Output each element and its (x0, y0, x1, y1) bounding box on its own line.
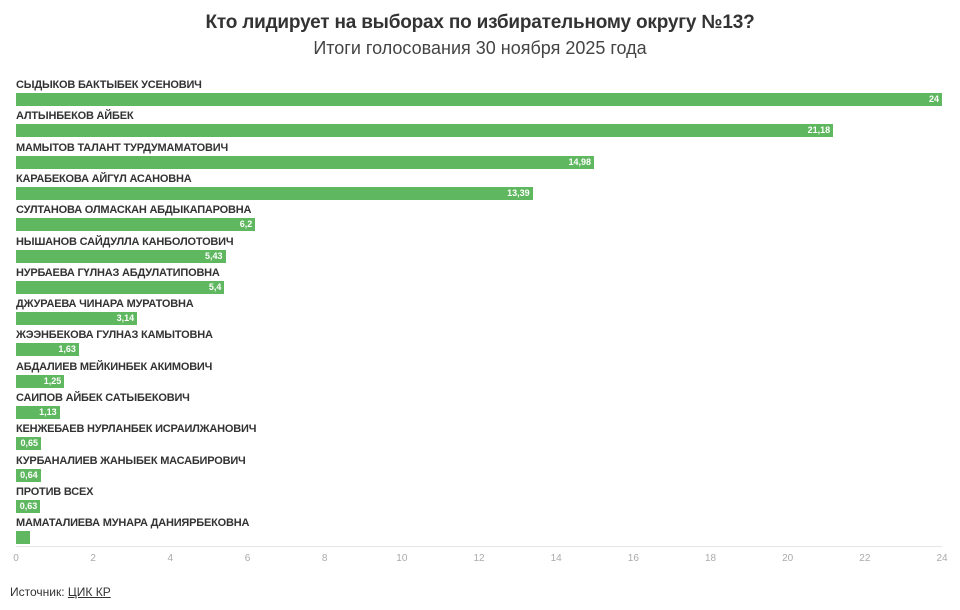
bar-plot-area: СЫДЫКОВ БАКТЫБЕК УСЕНОВИЧ 24 АЛТЫНБЕКОВ … (16, 78, 942, 546)
bar-row: СУЛТАНОВА ОЛМАСКАН АБДЫКАПАРОВНА 6,2 (16, 203, 942, 234)
candidate-label: КАРАБЕКОВА АЙГҮЛ АСАНОВНА (16, 172, 192, 185)
bar-value-label: 0,63 (19, 500, 38, 511)
bar[interactable]: 24 (16, 93, 942, 106)
bar[interactable]: 3,14 (16, 312, 138, 326)
bar-row: МАМАТАЛИЕВА МУНАРА ДАНИЯРБЕКОВНА (16, 516, 942, 547)
candidate-label: НЫШАНОВ САЙДУЛЛА КАНБОЛОТОВИЧ (16, 235, 234, 248)
candidate-label: МАМАТАЛИЕВА МУНАРА ДАНИЯРБЕКОВНА (16, 517, 250, 530)
bar-value-label: 6,2 (239, 219, 253, 230)
bar[interactable]: 6,2 (16, 218, 256, 232)
x-axis-line (16, 546, 942, 547)
x-tick-label: 10 (396, 553, 408, 564)
x-tick-label: 16 (627, 553, 639, 564)
candidate-label: ДЖУРАЕВА ЧИНАРА МУРАТОВНА (16, 298, 194, 311)
candidate-label: СУЛТАНОВА ОЛМАСКАН АБДЫКАПАРОВНА (16, 204, 252, 217)
bar-value-label: 5,43 (204, 250, 223, 261)
chart-title: Кто лидирует на выборах по избирательном… (205, 12, 755, 33)
bar-value-label: 1,63 (58, 344, 76, 355)
bar-value-label: 1,25 (43, 375, 62, 386)
bar[interactable] (16, 531, 30, 545)
bar-row: САИПОВ АЙБЕК САТЫБЕКОВИЧ 1,13 (16, 391, 942, 422)
candidate-label: КУРБАНАЛИЕВ ЖАНЫБЕК МАСАБИРОВИЧ (16, 454, 246, 467)
bar[interactable]: 0,63 (16, 499, 41, 513)
x-tick-label: 22 (859, 553, 871, 564)
bar-row: ПРОТИВ ВСЕХ 0,63 (16, 485, 942, 516)
bar[interactable]: 21,18 (16, 124, 834, 138)
bar-row: ДЖУРАЕВА ЧИНАРА МУРАТОВНА 3,14 (16, 297, 942, 328)
x-tick-label: 18 (704, 553, 717, 564)
bar-row: КЕНЖЕБАЕВ НУРЛАНБЕК ИСРАИЛЖАНОВИЧ 0,65 (16, 422, 942, 453)
bar[interactable]: 1,63 (16, 343, 79, 357)
x-tick-label: 20 (782, 553, 794, 564)
bar-value-label: 14,98 (568, 156, 591, 167)
candidate-label: САИПОВ АЙБЕК САТЫБЕКОВИЧ (16, 392, 190, 404)
bar-value-label: 1,13 (39, 407, 57, 417)
bar[interactable]: 13,39 (16, 186, 533, 200)
candidate-label: ЖЭЭНБЕКОВА ГУЛНАЗ КАМЫТОВНА (16, 329, 213, 342)
bar-row: КУРБАНАЛИЕВ ЖАНЫБЕК МАСАБИРОВИЧ 0,64 (16, 454, 942, 485)
bar-row: НУРБАЕВА ГҮЛНАЗ АБДУЛАТИПОВНА 5,4 (16, 266, 942, 297)
bar-value-label: 21,18 (807, 125, 831, 136)
x-tick-label: 8 (321, 553, 328, 564)
bar[interactable]: 1,13 (16, 406, 60, 419)
bar-value-label: 0,65 (20, 438, 39, 449)
x-tick-label: 2 (90, 553, 96, 564)
bar-row: КАРАБЕКОВА АЙГҮЛ АСАНОВНА 13,39 (16, 172, 942, 203)
bar[interactable]: 0,65 (16, 437, 42, 451)
bar[interactable]: 1,25 (16, 374, 65, 388)
candidate-label: МАМЫТОВ ТАЛАНТ ТУРДУМАМАТОВИЧ (16, 141, 228, 154)
bar-value-label: 24 (928, 94, 939, 104)
bar-value-label: 5,4 (208, 281, 222, 292)
candidate-label: ПРОТИВ ВСЕХ (16, 485, 94, 498)
source-note: Источник: ЦИК КР (10, 585, 111, 599)
x-tick-label: 14 (550, 553, 562, 564)
candidate-label: АЛТЫНБЕКОВ АЙБЕК (16, 110, 134, 123)
source-label: Источник: (10, 585, 65, 599)
x-tick-label: 6 (244, 553, 251, 564)
bar[interactable]: 0,64 (16, 468, 41, 482)
candidate-label: АБДАЛИЕВ МЕЙКИНБЕК АКИМОВИЧ (16, 360, 213, 373)
bar[interactable]: 14,98 (16, 155, 594, 169)
bar-row: НЫШАНОВ САЙДУЛЛА КАНБОЛОТОВИЧ 5,43 (16, 235, 942, 266)
bar-row: АБДАЛИЕВ МЕЙКИНБЕК АКИМОВИЧ 1,25 (16, 360, 942, 391)
source-link[interactable]: ЦИК КР (67, 585, 111, 599)
x-tick-label: 0 (13, 553, 19, 564)
bar-row: ЖЭЭНБЕКОВА ГУЛНАЗ КАМЫТОВНА 1,63 (16, 328, 942, 359)
x-tick-label: 24 (936, 553, 948, 564)
candidate-label: СЫДЫКОВ БАКТЫБЕК УСЕНОВИЧ (16, 79, 202, 91)
bar-value-label: 13,39 (507, 187, 530, 198)
bar[interactable]: 5,43 (16, 249, 226, 263)
x-tick-label: 12 (473, 553, 485, 564)
candidate-label: КЕНЖЕБАЕВ НУРЛАНБЕК ИСРАИЛЖАНОВИЧ (16, 423, 257, 436)
bar-value-label: 0,64 (20, 469, 38, 480)
bar-row: АЛТЫНБЕКОВ АЙБЕК 21,18 (16, 109, 942, 140)
bar-row: МАМЫТОВ ТАЛАНТ ТУРДУМАМАТОВИЧ 14,98 (16, 141, 942, 172)
candidate-label: НУРБАЕВА ГҮЛНАЗ АБДУЛАТИПОВНА (16, 266, 220, 279)
chart-subtitle: Итоги голосования 30 ноября 2025 года (313, 38, 647, 58)
bar-value-label: 3,14 (116, 313, 135, 324)
bar-row: СЫДЫКОВ БАКТЫБЕК УСЕНОВИЧ 24 (16, 78, 942, 109)
bar[interactable]: 5,4 (16, 280, 225, 294)
x-tick-label: 4 (167, 553, 174, 564)
